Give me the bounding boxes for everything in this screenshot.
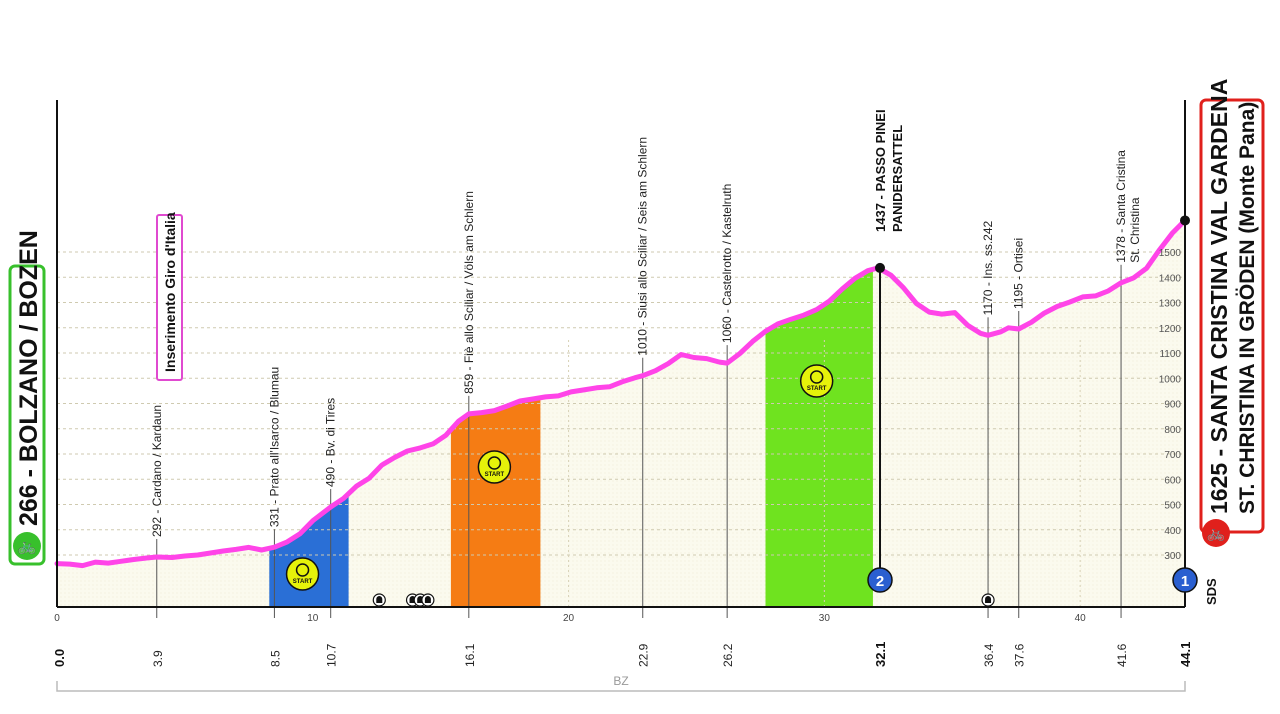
start-km-label: 0.0 <box>52 649 67 667</box>
waypoint-km: 22.9 <box>637 643 651 667</box>
waypoint-label: 292 - Cardano / Kardaun <box>150 405 164 537</box>
tunnel-icon <box>421 593 435 607</box>
start-label: 266 - BOLZANO / BOZEN <box>15 230 43 526</box>
elevation-tick: 400 <box>1164 526 1181 537</box>
finish-category-badge: 1 <box>1172 567 1198 593</box>
km-tick-labels: 0 10 20 30 40 <box>54 613 1086 624</box>
finish-label-box: 🚲 1625 - SANTA CRISTINA VAL GARDENA ST. … <box>1199 79 1265 547</box>
start-icon-label: START <box>293 579 313 585</box>
finish-label-line2: ST. CHRISTINA IN GRÖDEN (Monte Pana) <box>1236 102 1259 514</box>
elevation-tick: 900 <box>1164 400 1181 411</box>
elevation-tick: 1200 <box>1159 324 1182 335</box>
elevation-tick: 800 <box>1164 425 1181 436</box>
km-tick: 20 <box>563 613 575 624</box>
summit-category-badge: 2 <box>867 567 893 593</box>
waypoint-label: 490 - Bv. di Tires <box>324 398 338 487</box>
province-bracket: BZ <box>56 674 1186 692</box>
elevation-gridlines <box>57 251 1185 556</box>
start-icon-label: START <box>807 386 827 392</box>
tunnel-icon <box>372 593 386 607</box>
bike-finish-glyph: 🚲 <box>1207 525 1226 542</box>
waypoint-km: 26.2 <box>721 643 735 667</box>
waypoint-label: 331 - Prato all'Isarco / Blumau <box>267 367 281 527</box>
waypoint-label: 1378 - Santa Cristina <box>1114 150 1128 263</box>
waypoint-label: 1010 - Siusi allo Sciliar / Seis am Schl… <box>636 137 650 356</box>
elevation-tick: 300 <box>1164 551 1181 562</box>
waypoint-km: 10.7 <box>325 643 339 667</box>
waypoint-lines <box>156 264 1122 618</box>
waypoint-km: 3.9 <box>151 650 165 667</box>
giro-entry-box: Inserimento Giro d'Italia <box>156 212 183 381</box>
waypoint-label: St. Christina <box>1128 197 1142 263</box>
waypoint-km: 37.6 <box>1013 643 1027 667</box>
finish-dot <box>1180 215 1190 226</box>
waypoint-labels: 292 - Cardano / Kardaun 331 - Prato all'I… <box>150 137 1142 537</box>
waypoint-km: 36.4 <box>982 643 996 667</box>
km-tick: 30 <box>819 613 831 624</box>
start-label-box: 🚲 266 - BOLZANO / BOZEN <box>8 230 46 566</box>
section-green <box>765 269 873 607</box>
profile-line <box>54 217 1188 569</box>
finish-km-label: 44.1 <box>1178 642 1193 667</box>
start-stopwatch-icon: START <box>285 557 320 591</box>
waypoint-label: 859 - Fiè allo Sciliar / Völs am Schlern <box>462 191 476 394</box>
summit-km-label: 32.1 <box>873 642 888 667</box>
elevation-tick-labels: 300 400 500 600 700 800 900 1000 1100 1200 1300 140… <box>1159 248 1182 562</box>
section-icons: START START START <box>285 364 834 591</box>
summit-label-line1: 1437 - PASSO PINEI <box>873 109 888 232</box>
waypoint-km: 8.5 <box>268 650 282 667</box>
waypoint-km-labels: 3.9 8.5 10.7 16.1 22.9 26.2 36.4 37.6 41.6 <box>151 643 1129 667</box>
km-tick: 10 <box>307 613 319 624</box>
elevation-tick: 600 <box>1164 475 1181 486</box>
start-icon-label: START <box>485 472 505 478</box>
summit-dot <box>875 262 885 273</box>
elevation-tick: 1500 <box>1159 248 1182 259</box>
tunnel-icon <box>981 593 995 607</box>
finish-category-value: 1 <box>1181 573 1189 590</box>
bike-start-glyph: 🚲 <box>18 538 37 555</box>
elevation-tick: 700 <box>1164 450 1181 461</box>
elevation-tick: 1100 <box>1159 349 1181 360</box>
bike-finish-icon <box>1202 519 1230 547</box>
elevation-tick: 1000 <box>1159 374 1182 385</box>
finish-label-line1: 1625 - SANTA CRISTINA VAL GARDENA <box>1206 79 1232 514</box>
summit-label-line2: PANIDERSATTEL <box>890 125 905 232</box>
province-label: BZ <box>613 674 628 688</box>
start-stopwatch-icon: START <box>799 364 834 398</box>
waypoint-label: 1170 - Ins. ss.242 <box>981 220 995 315</box>
giro-entry-label: Inserimento Giro d'Italia <box>162 212 178 372</box>
sds-label: SDS <box>1204 578 1219 605</box>
km-tick: 0 <box>54 613 60 624</box>
km-tick: 40 <box>1075 613 1087 624</box>
waypoint-label: 1060 - Castelrotto / Kastelruth <box>720 184 734 343</box>
start-stopwatch-icon: START <box>477 450 512 484</box>
waypoint-km: 41.6 <box>1115 643 1129 667</box>
bike-start-icon <box>13 532 41 560</box>
waypoint-km: 16.1 <box>463 643 477 667</box>
summit-category-value: 2 <box>876 573 884 590</box>
elevation-tick: 1300 <box>1159 299 1182 310</box>
waypoint-label: 1195 - Ortisei <box>1012 238 1026 309</box>
elevation-tick: 500 <box>1164 501 1181 512</box>
elevation-tick: 1400 <box>1159 273 1182 284</box>
